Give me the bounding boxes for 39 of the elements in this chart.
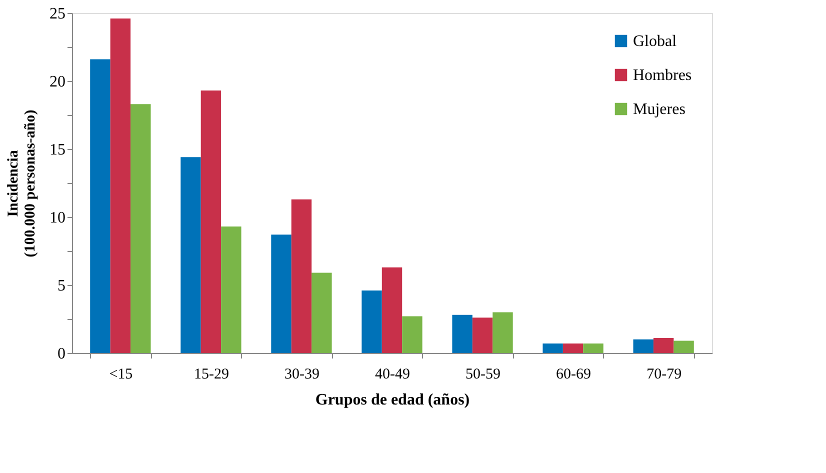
bar (583, 343, 604, 353)
legend-label: Mujeres (633, 101, 686, 118)
y-tick-label: 25 (50, 6, 66, 22)
bar (633, 339, 654, 353)
x-tick-label: 15-29 (194, 366, 229, 382)
bar (674, 340, 694, 353)
bar (382, 267, 402, 353)
bar (472, 318, 493, 353)
bar (180, 157, 201, 353)
y-tick-label: 10 (50, 210, 66, 226)
bar (542, 343, 563, 353)
bar (130, 104, 151, 353)
bar (271, 234, 292, 353)
bar (90, 59, 110, 353)
bar (562, 343, 584, 353)
bar (452, 314, 472, 353)
y-tick-label: 20 (50, 74, 66, 90)
x-tick-label: 60-69 (556, 366, 592, 382)
bar (312, 272, 332, 353)
bar (653, 338, 674, 353)
x-tick-label: 30-39 (284, 366, 320, 382)
bar (291, 199, 312, 353)
bar (200, 90, 222, 353)
x-tick-label: <15 (109, 366, 133, 382)
x-tick-label: 70-79 (646, 366, 682, 382)
x-tick-label: 50-59 (466, 366, 501, 382)
bar (402, 316, 422, 353)
bar (362, 290, 382, 353)
legend-label: Global (633, 33, 678, 50)
bar (110, 18, 131, 353)
y-tick-label: 15 (50, 142, 66, 158)
x-tick-label: 40-49 (375, 366, 410, 382)
bar (492, 312, 513, 353)
y-tick-label: 5 (58, 278, 66, 294)
legend-label: Hombres (633, 67, 692, 84)
x-axis-title: Grupos de edad (años) (315, 392, 470, 408)
y-tick-label: 0 (58, 346, 66, 362)
bar (221, 226, 242, 353)
y-axis-title: Incidencia (100.000 personas-año) (6, 110, 38, 258)
